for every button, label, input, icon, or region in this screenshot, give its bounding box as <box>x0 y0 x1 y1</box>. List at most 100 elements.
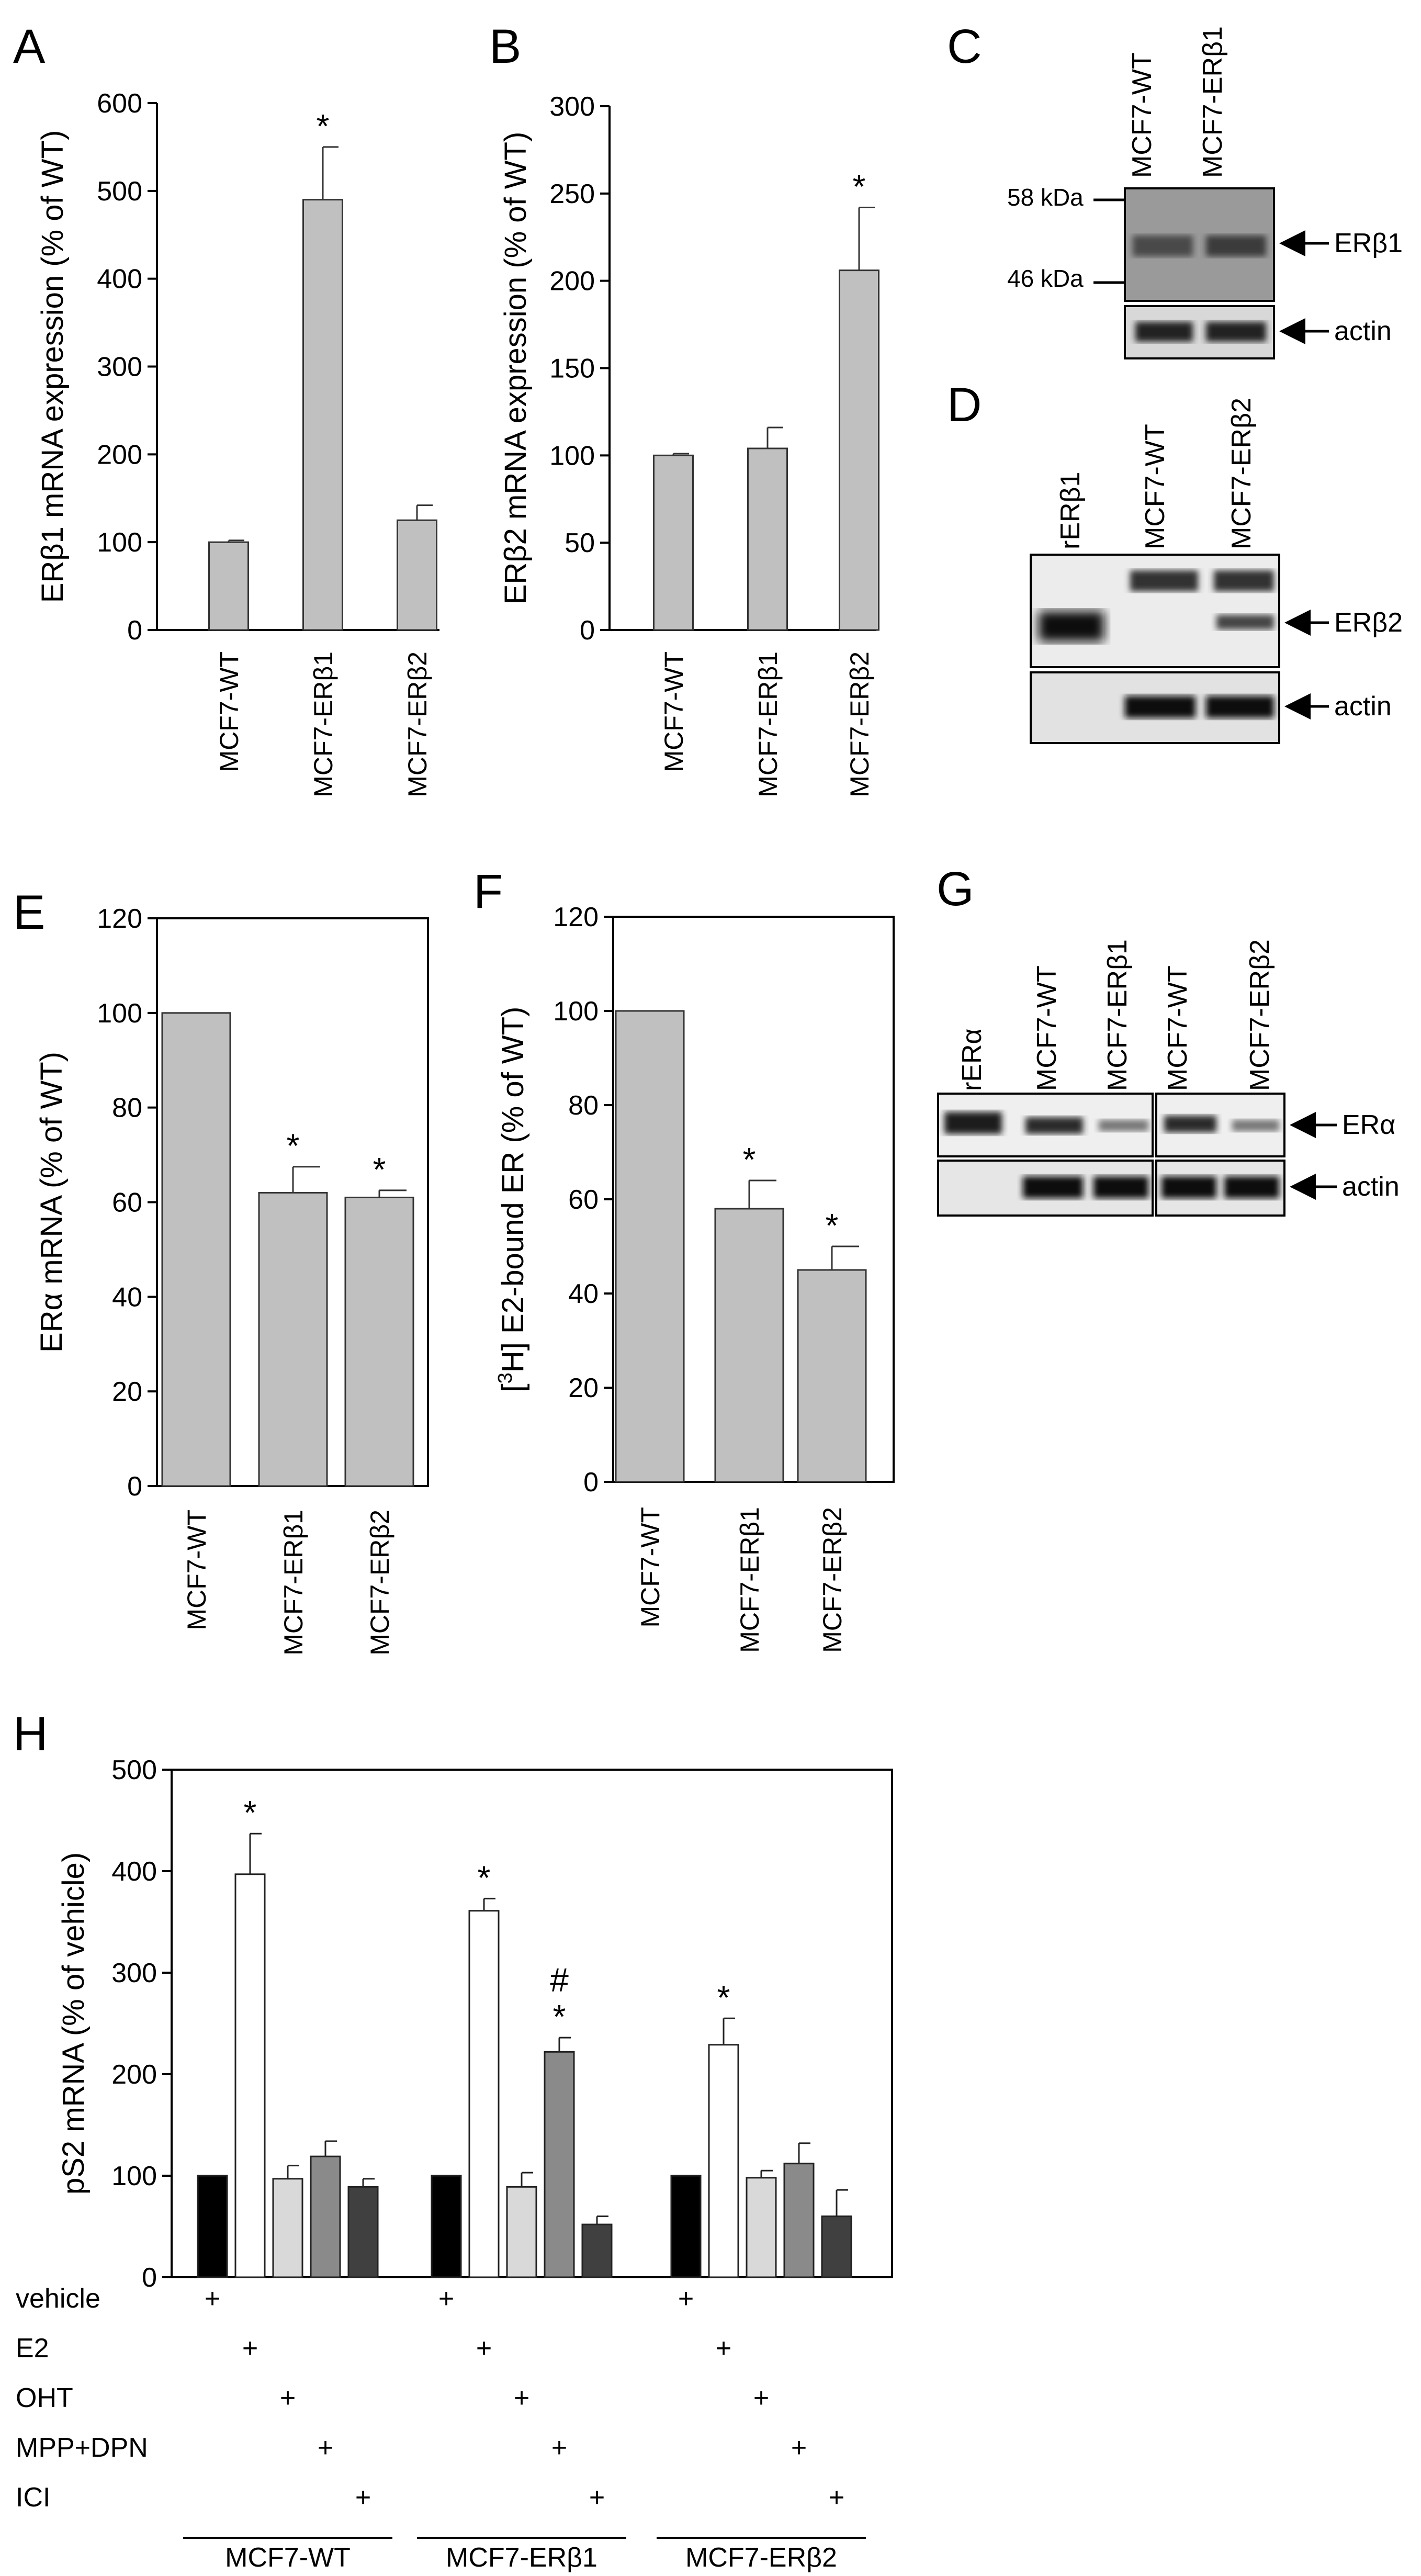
chart-h-bar-1-2 <box>506 2186 537 2278</box>
chart-h-bar-2-3 <box>783 2163 815 2278</box>
blot-g-actin-band-lane3 <box>1093 1176 1148 1198</box>
chart-e-ytick-label-4: 80 <box>112 1093 142 1123</box>
blot-c-band-erb1: ERβ1 <box>1334 228 1403 258</box>
chart-h-plus-1-0: + <box>438 2283 454 2314</box>
blot-c-actin-band-lane1 <box>1135 322 1193 342</box>
chart-h-bar-1-0 <box>431 2175 462 2278</box>
chart-e-category-2: MCF7-ERβ2 <box>365 1510 394 1656</box>
chart-h-plus-2-1: + <box>716 2333 731 2364</box>
chart-h-ytick-label-3: 300 <box>111 1958 157 1988</box>
chart-e-significance-2: * <box>373 1151 386 1188</box>
chart-e-bar-1 <box>258 1191 328 1487</box>
chart-h-ytick-label-0: 0 <box>142 2263 157 2293</box>
blot-g-top-band-lane4 <box>1164 1116 1216 1132</box>
chart-h-ytick-label-1: 100 <box>111 2161 157 2191</box>
chart-h-plus-1-3: + <box>551 2433 567 2463</box>
blot-g-lane-2: MCF7-WT <box>1032 965 1062 1091</box>
chart-b-ylabel: ERβ2 mRNA expression (% of WT) <box>499 132 533 605</box>
chart-a-ytick-label-1: 100 <box>97 527 142 558</box>
blot-g-band-actin: actin <box>1342 1172 1400 1202</box>
chart-a-ytick-label-6: 600 <box>97 88 142 119</box>
chart-f-bar-0 <box>615 1010 685 1483</box>
chart-a-category-2: MCF7-ERβ2 <box>403 651 432 797</box>
chart-b-ytick-label-1: 50 <box>565 528 595 558</box>
chart-h: 0 100 200 300 400 500 pS2 mRNA (% of vehicle) +… <box>16 1755 893 2573</box>
chart-f-bar-1 <box>714 1208 784 1483</box>
blot-c-top-band-lane2 <box>1206 235 1266 256</box>
blot-d-lane-1: rERβ1 <box>1055 472 1086 549</box>
blot-g-lane-4: MCF7-WT <box>1163 965 1193 1091</box>
blot-g-lane-3: MCF7-ERβ1 <box>1102 939 1133 1091</box>
chart-f-ylabel: [3H] E2-bound ER (% of WT) <box>494 1007 530 1392</box>
chart-f: 0 20 40 60 80 100 120 [3H] E2-bound ER (% of WT… <box>494 902 895 1653</box>
chart-f-ytick-label-2: 40 <box>568 1279 599 1309</box>
chart-f-significance-1: * <box>743 1141 756 1178</box>
blot-d-top-band-lane1 <box>1039 611 1104 642</box>
chart-f-ytick-label-5: 100 <box>553 996 599 1027</box>
blot-g-lane-5: MCF7-ERβ2 <box>1245 939 1275 1091</box>
blot-d-lane-2: MCF7-WT <box>1140 424 1170 549</box>
chart-h-plus-2-4: + <box>829 2482 844 2513</box>
chart-h-ytick-label-5: 500 <box>111 1755 157 1785</box>
chart-e-ylabel: ERα mRNA (% of WT) <box>35 1052 69 1353</box>
blot-d-lane-3: MCF7-ERβ2 <box>1226 398 1257 549</box>
chart-b-bar-2 <box>839 269 879 631</box>
chart-h-plus-0-2: + <box>280 2383 296 2413</box>
chart-b-category-2: MCF7-ERβ2 <box>845 651 874 797</box>
blot-d-actin-band-lane2 <box>1125 696 1196 718</box>
chart-h-plus-2-0: + <box>678 2283 694 2314</box>
panel-label-e: E <box>13 886 45 939</box>
blot-c-band-actin: actin <box>1334 316 1392 346</box>
chart-b-bar-1 <box>747 447 788 631</box>
chart-h-plus-2-2: + <box>753 2383 769 2413</box>
chart-f-category-2: MCF7-ERβ2 <box>818 1507 847 1653</box>
chart-f-ylabel-sup: 3 <box>494 1373 516 1383</box>
chart-b-ytick-label-3: 150 <box>549 354 595 384</box>
chart-e-ytick-label-5: 100 <box>97 998 142 1029</box>
blot-c-top-band-lane1 <box>1133 235 1193 256</box>
chart-h-ytick-label-2: 200 <box>111 2060 157 2090</box>
chart-h-significance-2-1: * <box>717 1978 730 2016</box>
chart-h-plus-1-2: + <box>514 2383 529 2413</box>
chart-h-bar-0-4 <box>347 2186 379 2278</box>
blot-d-top-band-lane3-lower <box>1216 615 1274 629</box>
chart-a-category-0: MCF7-WT <box>215 651 244 772</box>
chart-h-bar-0-2 <box>272 2178 303 2278</box>
chart-b-category-1: MCF7-ERβ1 <box>753 651 783 797</box>
chart-e-ytick-label-6: 120 <box>97 904 142 934</box>
chart-f-significance-2: * <box>826 1207 839 1244</box>
blot-g-top-band-lane2 <box>1025 1117 1083 1134</box>
chart-a-category-1: MCF7-ERβ1 <box>309 651 338 797</box>
blot-g: rERα MCF7-WT MCF7-ERβ1 MCF7-WT MCF7-ERβ2… <box>937 939 1400 1217</box>
blot-g-top-band-lane3 <box>1099 1120 1148 1131</box>
chart-e-bar-0 <box>161 1012 231 1487</box>
chart-h-significance-1-1: * <box>478 1859 491 1896</box>
chart-h-significance-1-3: * <box>553 1998 566 2035</box>
panel-label-b: B <box>489 20 521 73</box>
chart-e-ytick-label-0: 0 <box>127 1471 142 1502</box>
chart-a-ytick-label-2: 200 <box>97 440 142 470</box>
chart-h-bar-2-0 <box>670 2175 702 2278</box>
chart-h-bar-0-0 <box>197 2175 228 2278</box>
chart-f-ylabel-prefix: [ <box>496 1383 530 1392</box>
blot-d-top-band-lane3 <box>1214 570 1274 591</box>
chart-h-bar-2-2 <box>746 2177 777 2278</box>
panel-label-d: D <box>947 378 982 432</box>
chart-h-group-label-1: MCF7-ERβ1 <box>446 2543 597 2573</box>
chart-h-group-label-2: MCF7-ERβ2 <box>685 2543 837 2573</box>
chart-a-bar-1 <box>302 199 343 631</box>
blot-g-top-band-lane1 <box>944 1112 1002 1134</box>
blot-g-actin-band-lane2 <box>1023 1176 1083 1198</box>
blot-d-band-actin: actin <box>1334 691 1392 722</box>
chart-f-category-0: MCF7-WT <box>636 1507 665 1628</box>
chart-h-group-label-0: MCF7-WT <box>225 2543 351 2573</box>
blot-g-lane-1: rERα <box>957 1028 987 1091</box>
chart-b-category-0: MCF7-WT <box>659 651 689 772</box>
chart-b: 0 50 100 150 200 250 300 ERβ2 mRNA expression (… <box>499 92 879 797</box>
chart-b-bar-0 <box>653 454 694 631</box>
chart-h-bar-1-3 <box>544 2051 575 2278</box>
chart-h-bar-1-1 <box>468 1910 500 2278</box>
chart-h-plus-0-1: + <box>242 2333 258 2364</box>
chart-f-ytick-label-4: 80 <box>568 1090 599 1121</box>
chart-a-significance-1: * <box>317 107 330 145</box>
